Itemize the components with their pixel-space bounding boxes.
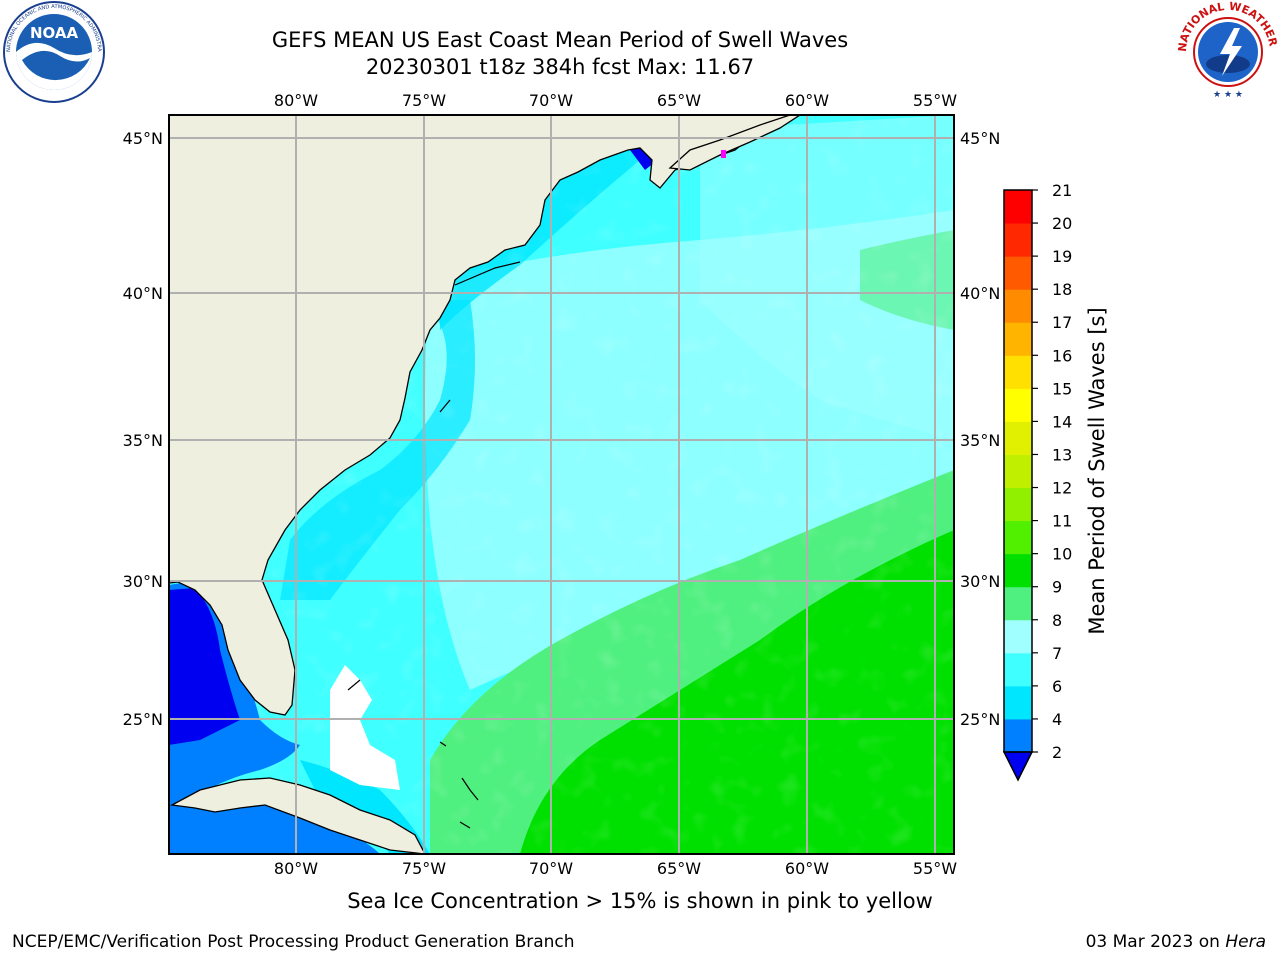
cuba-land: [169, 777, 426, 854]
colorbar-segment: [1004, 355, 1032, 389]
colorbar-tick-label: 21: [1052, 181, 1072, 200]
colorbar-segment: [1004, 685, 1032, 720]
colorbar-segment: [1004, 652, 1032, 687]
footer-date: 03 Mar 2023 on Hera: [1086, 932, 1266, 952]
lat-label-left: 30°N: [123, 572, 163, 591]
colorbar-tick-label: 16: [1052, 346, 1072, 365]
colorbar-segment: [1004, 256, 1032, 290]
colorbar-tick-label: 8: [1052, 611, 1062, 630]
colorbar-tick-label: 19: [1052, 247, 1072, 266]
colorbar-tick-label: 2: [1052, 743, 1062, 762]
lat-label-right: 35°N: [960, 431, 1000, 450]
colorbar-tick-label: 12: [1052, 479, 1072, 498]
colorbar-segment: [1004, 586, 1032, 621]
colorbar-extend-arrow: [1002, 751, 1034, 782]
lon-label-bottom: 80°W: [274, 859, 318, 878]
colorbar-tick-label: 11: [1052, 512, 1072, 531]
north-america-land: [169, 115, 791, 716]
colorbar-segment: [1004, 421, 1032, 455]
lat-label-right: 30°N: [960, 572, 1000, 591]
footer-date-text: 03 Mar 2023 on: [1085, 932, 1220, 952]
colorbar-segment: [1004, 520, 1032, 555]
lon-label-top: 60°W: [785, 91, 829, 110]
map-frame: [168, 114, 955, 855]
colorbar-segment: [1004, 487, 1032, 522]
chart-subtitle: 20230301 t18z 384h fcst Max: 11.67: [365, 55, 755, 79]
graticule: [169, 115, 954, 854]
colorbar-tick-label: 10: [1052, 545, 1072, 564]
footer-host: Hera: [1225, 932, 1266, 952]
lon-label-top: 70°W: [529, 91, 573, 110]
colorbar-segment: [1004, 223, 1032, 257]
footer-credit: NCEP/EMC/Verification Post Processing Pr…: [12, 932, 575, 952]
lon-label-top: 75°W: [402, 91, 446, 110]
lat-label-left: 35°N: [123, 431, 163, 450]
colorbar-segment: [1004, 454, 1032, 489]
colorbar-segment: [1004, 619, 1032, 654]
svg-text:NOAA: NOAA: [30, 24, 79, 42]
lon-label-bottom: 65°W: [657, 859, 701, 878]
lon-label-bottom: 75°W: [402, 859, 446, 878]
colorbar-tick-label: 15: [1052, 379, 1072, 398]
lon-label-top: 55°W: [913, 91, 957, 110]
lon-label-bottom: 70°W: [529, 859, 573, 878]
colorbar-segment: [1004, 553, 1032, 588]
colorbar-segment: [1004, 718, 1032, 753]
colorbar: 2 4 6 7 8 9 10 11 12 13 14 15 16 17 18 19 20 21: [1002, 181, 1072, 782]
colorbar-tick-label: 18: [1052, 280, 1072, 299]
colorbar-tick-label: 13: [1052, 445, 1072, 464]
sea-ice-note: Sea Ice Concentration > 15% is shown in …: [347, 889, 933, 913]
lon-label-bottom: 60°W: [785, 859, 829, 878]
nws-logo: NATIONAL WEATHER SERVICE ★ ★ ★: [1176, 0, 1280, 102]
lon-label-top: 65°W: [657, 91, 701, 110]
lat-label-left: 45°N: [123, 129, 163, 148]
lon-label-bottom: 55°W: [913, 859, 957, 878]
colorbar-segment: [1004, 388, 1032, 422]
colorbar-label: Mean Period of Swell Waves [s]: [1085, 307, 1109, 635]
noaa-logo: NOAA NATIONAL OCEANIC AND ATMOSPHERIC AD…: [2, 0, 105, 103]
lat-label-left: 25°N: [123, 710, 163, 729]
colorbar-tick-label: 20: [1052, 214, 1072, 233]
colorbar-outline: [1003, 189, 1033, 753]
lat-label-right: 45°N: [960, 129, 1000, 148]
colorbar-segment: [1004, 322, 1032, 356]
svg-text:★ ★ ★: ★ ★ ★: [1213, 90, 1243, 100]
colorbar-segment: [1004, 190, 1032, 224]
chart-title: GEFS MEAN US East Coast Mean Period of S…: [271, 28, 849, 52]
colorbar-tick-label: 9: [1052, 578, 1062, 597]
lat-label-right: 25°N: [960, 710, 1000, 729]
lon-label-top: 80°W: [274, 91, 318, 110]
lat-label-left: 40°N: [123, 284, 163, 303]
gulf-field-2-4: [169, 588, 240, 745]
colorbar-tick-label: 4: [1052, 710, 1062, 729]
colorbar-tick-label: 7: [1052, 644, 1062, 663]
colorbar-segment: [1004, 289, 1032, 323]
map-fields: [169, 115, 954, 854]
lat-label-right: 40°N: [960, 284, 1000, 303]
colorbar-tick-label: 6: [1052, 677, 1062, 696]
colorbar-tick-label: 14: [1052, 412, 1072, 431]
colorbar-tick-label: 17: [1052, 313, 1072, 332]
